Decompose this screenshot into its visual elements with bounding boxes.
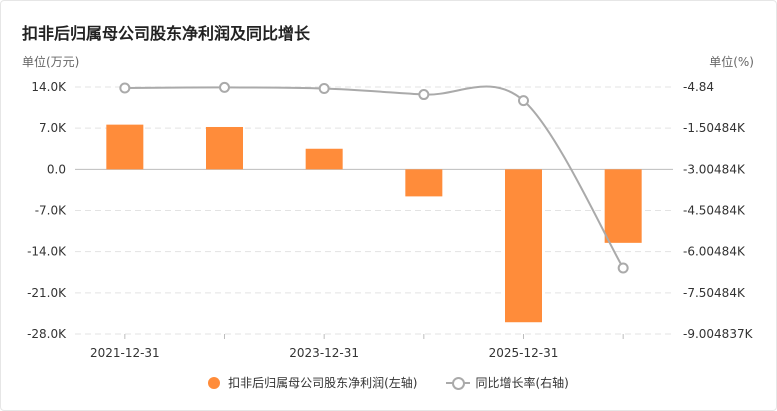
line-point[interactable] [518, 95, 529, 107]
left-tick-label: -28.0K [27, 327, 67, 341]
legend-bar-swatch [208, 376, 221, 389]
right-axis-ticks: -4.84 -1.50484K -3.00484K -4.50484K -6.00484… [683, 80, 754, 341]
left-axis-ticks: 14.0K 7.0K 0.0 -7.0K -14.0K -21.0K -28.0K [27, 80, 67, 341]
line-point[interactable] [119, 82, 131, 94]
bar[interactable] [106, 124, 144, 170]
legend: 扣非后归属母公司股东净利润(左轴) 同比增长率(右轴) [0, 374, 777, 391]
legend-line-swatch [445, 376, 470, 390]
line-point[interactable] [418, 89, 430, 101]
right-tick-label: -9.004837K [683, 327, 754, 341]
line-series [119, 81, 629, 274]
bar[interactable] [604, 169, 642, 243]
right-tick-label: -1.50484K [683, 121, 746, 135]
x-tick-label: 2025-12-31 [489, 346, 559, 360]
growth-line [124, 85, 625, 269]
x-axis-ticks: 2021-12-31 2023-12-31 2025-12-31 [90, 334, 624, 360]
left-axis-unit: 单位(万元) [22, 55, 80, 69]
left-tick-label: 14.0K [31, 80, 67, 94]
right-tick-label: -4.50484K [683, 204, 746, 218]
chart-title: 扣非后归属母公司股东净利润及同比增长 [22, 24, 311, 43]
line-point[interactable] [318, 83, 330, 95]
legend-item-line[interactable]: 同比增长率(右轴) [445, 374, 569, 391]
right-axis-unit: 单位(%) [709, 55, 754, 69]
legend-line-label: 同比增长率(右轴) [475, 376, 569, 390]
line-point[interactable] [617, 262, 629, 274]
right-tick-label: -4.84 [683, 80, 714, 94]
left-tick-label: -14.0K [27, 245, 67, 259]
bar[interactable] [305, 148, 343, 170]
bar-series [106, 124, 642, 323]
legend-bar-label: 扣非后归属母公司股东净利润(左轴) [228, 376, 418, 390]
left-tick-label: 7.0K [39, 121, 67, 135]
legend-item-bar[interactable]: 扣非后归属母公司股东净利润(左轴) [208, 374, 418, 391]
right-tick-label: -7.50484K [683, 286, 746, 300]
right-tick-label: -3.00484K [683, 162, 746, 176]
grid-lines [75, 86, 673, 335]
bar[interactable] [505, 169, 542, 323]
left-tick-label: -21.0K [27, 286, 67, 300]
bar[interactable] [206, 126, 243, 170]
right-tick-label: -6.00484K [683, 245, 746, 259]
line-point[interactable] [219, 81, 230, 93]
x-tick-label: 2021-12-31 [90, 346, 160, 360]
x-tick-label: 2023-12-31 [289, 346, 359, 360]
left-tick-label: -7.0K [35, 204, 67, 218]
bar[interactable] [405, 169, 443, 197]
left-tick-label: 0.0 [47, 162, 66, 176]
